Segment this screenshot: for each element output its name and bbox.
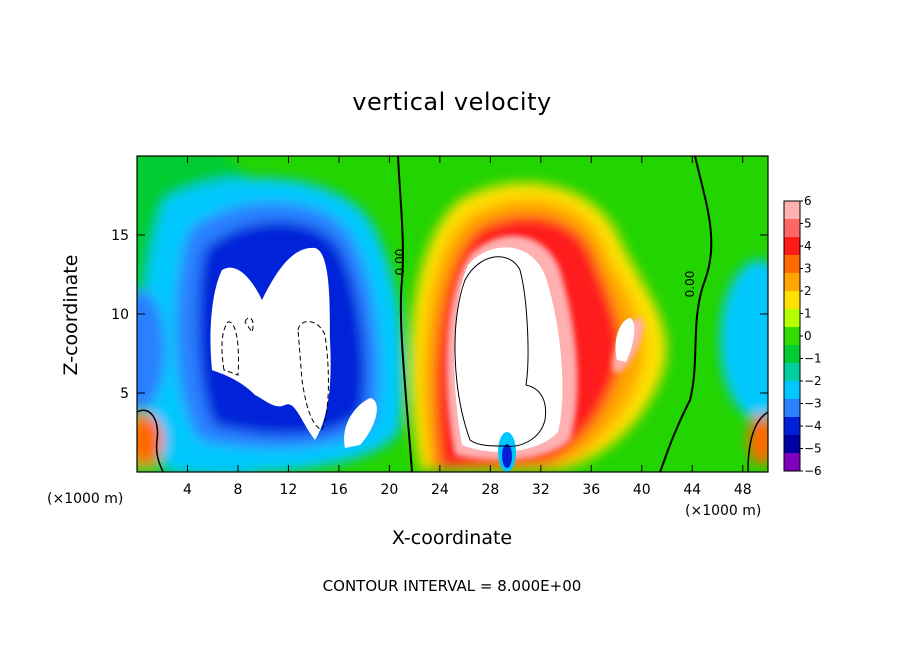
colorbar-tick-label: 5 [804, 217, 812, 231]
x-unit-label-left: (×1000 m) [47, 491, 124, 507]
x-tick-label: 16 [330, 482, 348, 498]
colorbar-swatch [784, 327, 800, 346]
colorbar-swatch [784, 273, 800, 292]
colorbar-swatch [784, 381, 800, 400]
x-tick-label: 8 [233, 482, 242, 498]
y-tick-label: 5 [120, 386, 129, 402]
colorbar-swatch [784, 237, 800, 256]
colorbar-swatch [784, 435, 800, 454]
colorbar-tick-label: −1 [804, 352, 822, 366]
x-axis-label: X-coordinate [391, 527, 513, 549]
colorbar-tick-label: −6 [804, 464, 822, 478]
colorbar-tick-label: −3 [804, 397, 822, 411]
colorbar-swatch [784, 363, 800, 382]
x-tick-label: 44 [683, 482, 701, 498]
contour-label: 0.00 [683, 271, 697, 298]
colorbar-swatch [784, 345, 800, 364]
x-tick-label: 36 [582, 482, 600, 498]
zero-contour-right [659, 156, 713, 472]
chart-title: vertical velocity [352, 88, 552, 116]
colorbar-tick-label: 2 [804, 284, 812, 298]
colorbar-tick-label: 0 [804, 329, 812, 343]
colorbar-swatch [784, 201, 800, 220]
zero-contour-left [397, 156, 413, 472]
x-tick-label: 28 [481, 482, 499, 498]
y-tick-label: 15 [111, 228, 129, 244]
downdraft-core [210, 247, 331, 440]
x-tick-label: 32 [532, 482, 550, 498]
x-tick-label: 20 [380, 482, 398, 498]
x-tick-label: 40 [633, 482, 651, 498]
updraft-core [454, 247, 563, 452]
colorbar-tick-label: 3 [804, 262, 812, 276]
x-tick-label: 4 [183, 482, 192, 498]
colorbar-tick-label: −5 [804, 442, 822, 456]
x-tick-label: 24 [431, 482, 449, 498]
x-tick-label: 48 [734, 482, 752, 498]
colorbar-swatch [784, 309, 800, 328]
colorbar-tick-label: 4 [804, 239, 812, 253]
colorbar-swatch [784, 219, 800, 238]
colorbar-swatch [784, 453, 800, 472]
contour-label: 0.00 [393, 249, 407, 276]
field-image [137, 156, 768, 472]
x-tick-label: 12 [280, 482, 298, 498]
colorbar-swatch [784, 291, 800, 310]
colorbar-swatch [784, 399, 800, 418]
x-unit-label-right: (×1000 m) [685, 503, 762, 519]
colorbar-tick-label: −4 [804, 419, 822, 433]
contour-interval-note: CONTOUR INTERVAL = 8.000E+00 [322, 577, 582, 595]
colorbar-swatch [784, 417, 800, 436]
y-tick-label: 10 [111, 307, 129, 323]
colorbar-tick-label: 1 [804, 307, 812, 321]
colorbar-tick-label: −2 [804, 374, 822, 388]
colorbar-tick-label: 6 [804, 194, 812, 208]
colorbar-swatch [784, 255, 800, 274]
